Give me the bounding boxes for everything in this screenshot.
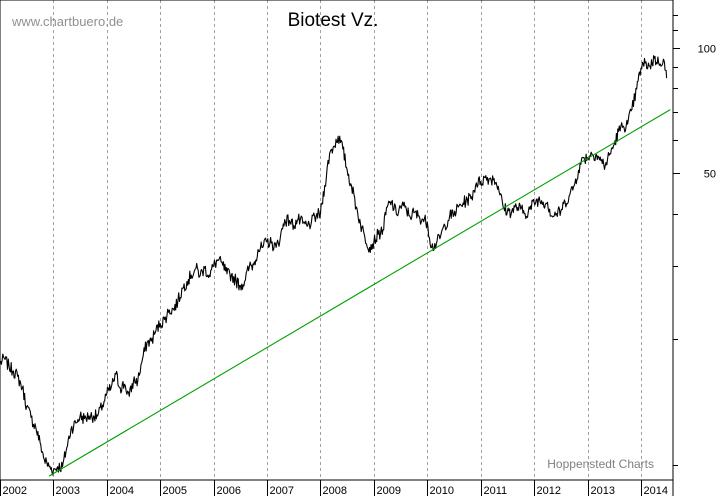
x-tick-label: 2006 <box>217 485 241 496</box>
y-tick-label: 100 <box>698 44 716 56</box>
series-layer <box>0 55 671 477</box>
x-tick-label: 2011 <box>484 485 508 496</box>
x-tick-label: 2002 <box>3 485 27 496</box>
x-tick-label: 2004 <box>110 485 134 496</box>
chart-title: Biotest Vz. <box>288 10 379 31</box>
x-tick-label: 2013 <box>591 485 615 496</box>
trendline <box>48 109 671 477</box>
x-tick-label: 2014 <box>644 485 668 496</box>
source-label: Hoppenstedt Charts <box>547 457 654 471</box>
x-tick-label: 2007 <box>270 485 294 496</box>
price-line <box>0 55 668 476</box>
x-tick-label: 2010 <box>430 485 454 496</box>
watermark: www.chartbuero.de <box>11 14 123 29</box>
x-tick-label: 2005 <box>163 485 187 496</box>
x-tick-label: 2003 <box>56 485 80 496</box>
x-tick-label: 2008 <box>323 485 347 496</box>
x-tick-label: 2009 <box>377 485 401 496</box>
x-tick-label: 2012 <box>537 485 561 496</box>
ticks: 2002 2003 2004 2005 2006 2007 2008 2009 2010 2011… <box>0 15 716 497</box>
y-tick-label: 50 <box>704 169 716 181</box>
